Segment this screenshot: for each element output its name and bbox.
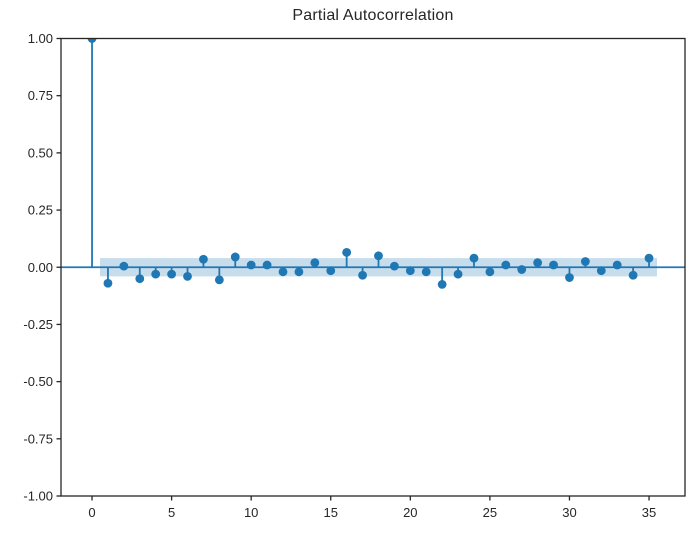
y-tick-label: -1.00: [23, 489, 53, 504]
chart-title: Partial Autocorrelation: [292, 7, 454, 24]
marker-lag-30: [565, 273, 574, 282]
x-tick-label: 0: [88, 505, 95, 520]
marker-lag-13: [294, 267, 304, 277]
marker-lag-18: [374, 251, 383, 261]
marker-lag-7: [199, 254, 208, 264]
marker-lag-17: [358, 270, 367, 280]
y-tick-label: -0.25: [23, 317, 53, 332]
marker-lag-1: [103, 278, 113, 288]
marker-lag-16: [342, 247, 352, 257]
marker-lag-34: [628, 270, 638, 280]
y-tick-label: -0.50: [23, 374, 53, 389]
x-tick-label: 35: [642, 505, 656, 520]
marker-lag-15: [326, 266, 336, 276]
marker-lag-22: [437, 280, 447, 289]
y-tick-label: 0.00: [28, 260, 53, 275]
x-tick-label: 10: [244, 505, 258, 520]
marker-lag-12: [278, 267, 288, 277]
marker-lag-9: [230, 252, 240, 262]
marker-lag-24: [469, 253, 479, 263]
data-layer: [61, 38, 685, 289]
marker-lag-2: [119, 261, 129, 271]
y-tick-label: 0.75: [28, 88, 53, 103]
marker-lag-11: [262, 260, 272, 270]
marker-lag-5: [167, 269, 177, 279]
x-tick-label: 20: [403, 505, 417, 520]
marker-lag-14: [310, 258, 320, 268]
marker-lag-31: [580, 257, 590, 266]
x-tick-label: 5: [168, 505, 175, 520]
marker-lag-23: [453, 269, 463, 279]
marker-lag-20: [405, 266, 415, 276]
marker-lag-33: [612, 260, 622, 270]
marker-lag-3: [135, 274, 145, 284]
x-tick-label: 25: [483, 505, 497, 520]
marker-lag-6: [183, 272, 192, 281]
marker-lag-25: [485, 267, 495, 277]
marker-lag-0: [87, 38, 97, 43]
marker-lag-19: [390, 261, 399, 271]
marker-lag-26: [501, 260, 511, 270]
marker-lag-35: [644, 253, 654, 263]
marker-lag-32: [596, 266, 606, 276]
y-tick-label: -0.75: [23, 431, 53, 446]
marker-lag-29: [549, 260, 558, 270]
marker-lag-10: [246, 260, 256, 270]
y-tick-label: 0.50: [28, 145, 53, 160]
marker-lag-4: [151, 269, 161, 279]
marker-lag-27: [517, 265, 527, 274]
marker-lag-8: [214, 275, 224, 285]
y-tick-label: 1.00: [28, 31, 53, 46]
marker-lag-28: [533, 258, 543, 268]
marker-lag-21: [421, 267, 431, 277]
x-tick-label: 15: [324, 505, 338, 520]
x-tick-label: 30: [562, 505, 576, 520]
y-tick-label: 0.25: [28, 203, 53, 218]
